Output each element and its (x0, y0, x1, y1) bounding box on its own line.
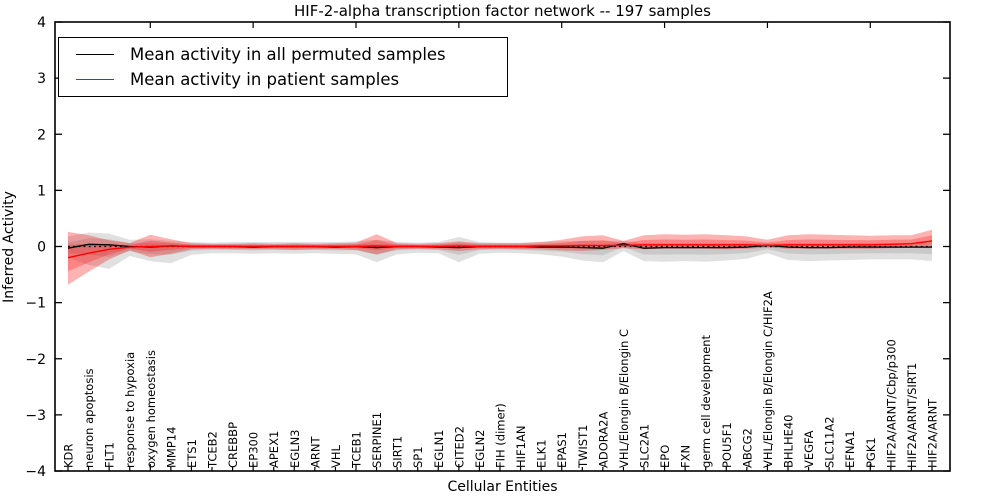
x-category-label: FXN (679, 445, 693, 468)
x-category-label: FLT1 (103, 442, 117, 468)
x-category-label: EPAS1 (555, 432, 569, 468)
chart-title: HIF-2-alpha transcription factor network… (294, 2, 711, 20)
x-category-label: germ cell development (699, 334, 713, 468)
y-tick-label: 2 (37, 127, 46, 143)
x-category-label: TCEB2 (206, 431, 220, 469)
x-category-label: SLC11A2 (823, 416, 837, 468)
y-tick-label: 0 (37, 240, 46, 256)
patient-band-outer (68, 229, 932, 285)
legend-item-permuted: Mean activity in all permuted samples (59, 43, 507, 67)
x-category-label: APEX1 (267, 431, 281, 468)
x-category-label: HIF2A/ARNT/SIRT1 (905, 363, 919, 468)
x-category-label: BHLHE40 (782, 415, 796, 469)
x-category-label: ADORA2A (596, 412, 610, 468)
legend-item-patient: Mean activity in patient samples (59, 68, 507, 92)
y-tick-label: 1 (37, 183, 46, 199)
x-category-label: CITED2 (452, 426, 466, 468)
patient-mean-line (67, 240, 933, 259)
x-category-label: SP1 (411, 446, 425, 468)
x-category-label: POU5F1 (720, 422, 734, 468)
x-category-label: SLC2A1 (638, 424, 652, 468)
y-tick-label: −3 (25, 408, 46, 424)
x-category-label: neuron apoptosis (82, 368, 96, 468)
x-category-label: TWIST1 (576, 425, 590, 469)
x-category-label: HIF1AN (514, 426, 528, 468)
x-category-label: EGLN1 (432, 429, 446, 468)
y-tick-label: −1 (25, 296, 46, 312)
permuted-band-inner (68, 238, 932, 257)
legend: Mean activity in all permuted samples Me… (58, 37, 508, 97)
x-category-label: MMP14 (164, 427, 178, 468)
x-category-label: ARNT (308, 436, 322, 468)
x-category-label: HIF2A/ARNT (926, 398, 940, 468)
x-category-label: oxygen homeostasis (144, 350, 158, 468)
patient-line-swatch-icon (76, 79, 114, 80)
x-category-label: CREBBP (226, 422, 240, 468)
x-category-label: SERPINE1 (370, 412, 384, 468)
x-category-label: FIH (dimer) (494, 403, 508, 468)
x-category-label: EP300 (247, 432, 261, 468)
y-tick-label: 4 (37, 15, 46, 31)
legend-label-permuted: Mean activity in all permuted samples (130, 45, 446, 64)
x-category-label: PGK1 (864, 437, 878, 468)
x-category-label: EGLN2 (473, 429, 487, 468)
x-category-label: VEGFA (802, 430, 816, 468)
x-category-label: response to hypoxia (123, 352, 137, 468)
x-category-label: TCEB1 (350, 431, 364, 469)
legend-label-patient: Mean activity in patient samples (130, 70, 400, 89)
x-category-label: ELK1 (535, 439, 549, 468)
x-category-label: HIF2A/ARNT/Cbp/p300 (884, 339, 898, 468)
y-tick-label: −2 (25, 352, 46, 368)
permuted-band-outer (68, 232, 932, 269)
x-category-label: EFNA1 (843, 430, 857, 468)
permuted-line-swatch-icon (76, 54, 114, 55)
x-category-label: ABCG2 (740, 428, 754, 468)
x-category-label: KDR (62, 444, 76, 468)
x-category-label: VHL/Elongin B/Elongin C (617, 329, 631, 468)
y-axis-label: Inferred Activity (1, 191, 17, 303)
x-category-label: VHL/Elongin B/Elongin C/HIF2A (761, 291, 775, 468)
y-tick-label: −4 (25, 464, 46, 480)
x-category-label: EPO (658, 445, 672, 468)
x-category-label: SIRT1 (391, 436, 405, 468)
x-category-label: EGLN3 (288, 429, 302, 468)
x-axis-label: Cellular Entities (447, 479, 558, 495)
y-tick-label: 3 (37, 71, 46, 87)
x-category-label: VHL (329, 444, 343, 468)
x-category-label: ETS1 (185, 439, 199, 468)
